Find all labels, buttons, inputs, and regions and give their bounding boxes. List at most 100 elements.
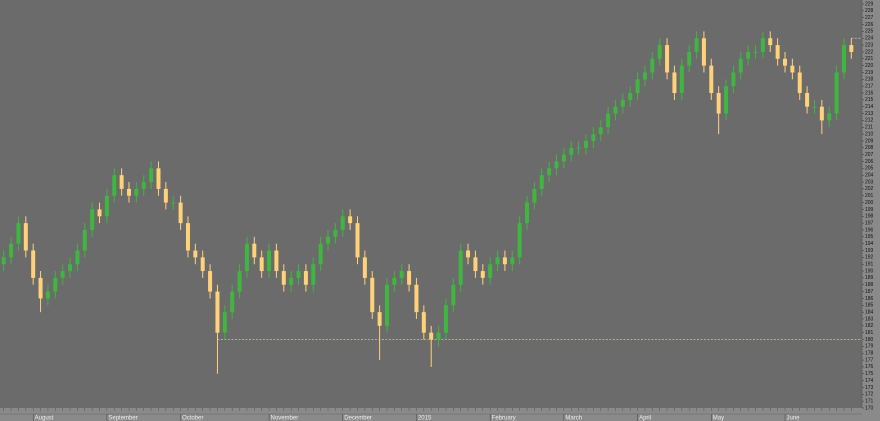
candle-body (119, 175, 124, 189)
y-tick-label: 202 (865, 186, 874, 192)
candle-body (340, 216, 345, 230)
candle-body (466, 250, 471, 258)
x-tick-label: February (492, 416, 516, 421)
x-axis-panel (0, 408, 880, 421)
candle-body (738, 58, 743, 73)
candle-body (68, 264, 73, 272)
y-tick-label: 222 (865, 49, 874, 55)
y-tick-label: 209 (865, 138, 874, 144)
candle-body (318, 243, 323, 265)
y-tick-label: 216 (865, 90, 874, 96)
candle-body (38, 277, 43, 299)
candle-body (812, 106, 817, 108)
candle-body (31, 250, 36, 278)
candle-body (650, 58, 655, 73)
y-tick-label: 186 (865, 296, 874, 302)
y-tick-label: 210 (865, 131, 874, 137)
candle-body (16, 223, 21, 244)
candle-body (222, 312, 227, 333)
candle-body (827, 113, 832, 121)
candle-body (576, 147, 581, 149)
candle-body (480, 271, 485, 278)
candle-body (561, 154, 566, 162)
y-tick-label: 226 (865, 22, 874, 28)
y-tick-label: 203 (865, 179, 874, 185)
candle-body (502, 257, 507, 265)
candle-body (185, 223, 190, 251)
y-tick-label: 192 (865, 255, 874, 261)
y-tick-label: 182 (865, 323, 874, 329)
y-tick-label: 184 (865, 309, 874, 315)
candle-body (768, 38, 773, 46)
candle-body (274, 250, 279, 272)
y-tick-label: 227 (865, 15, 874, 21)
candle-body (591, 134, 596, 141)
candle-body (97, 209, 102, 217)
y-tick-label: 221 (865, 56, 874, 62)
candle-body (598, 127, 603, 135)
y-tick-label: 187 (865, 289, 874, 295)
candle-body (149, 168, 154, 183)
y-tick-label: 197 (865, 220, 874, 226)
candle-body (259, 257, 264, 272)
y-tick-label: 193 (865, 248, 874, 254)
candle-body (782, 58, 787, 66)
y-tick-label: 173 (865, 385, 874, 391)
x-tick-label: December (344, 416, 372, 421)
candle-body (451, 284, 456, 306)
x-tick-label: June (786, 416, 800, 421)
candle-body (303, 271, 308, 285)
candle-body (163, 188, 168, 203)
candle-body (90, 209, 95, 230)
y-tick-label: 219 (865, 70, 874, 76)
candle-body (267, 250, 272, 272)
candle-body (797, 72, 802, 94)
candle-body (628, 93, 633, 100)
y-tick-label: 190 (865, 268, 874, 274)
x-tick-label: 2015 (418, 416, 432, 421)
candle-body (252, 243, 257, 258)
y-tick-label: 170 (865, 405, 874, 411)
y-tick-label: 224 (865, 36, 874, 42)
y-tick-label: 198 (865, 214, 874, 220)
candle-body (775, 45, 780, 59)
y-tick-label: 223 (865, 42, 874, 48)
candle-body (569, 147, 574, 155)
candle-body (333, 229, 338, 237)
y-axis-panel (862, 0, 880, 421)
y-tick-label: 211 (865, 125, 873, 131)
candle-body (746, 51, 751, 59)
candle-body (665, 45, 670, 73)
candle-body (348, 216, 353, 224)
candle-body (525, 202, 530, 224)
x-tick-label: April (639, 416, 651, 421)
y-tick-label: 176 (865, 364, 874, 370)
x-tick-label: September (108, 416, 137, 421)
y-tick-label: 194 (865, 241, 874, 247)
y-tick-label: 225 (865, 29, 874, 35)
candle-body (790, 65, 795, 73)
y-tick-label: 217 (865, 83, 874, 89)
candle-body (709, 65, 714, 94)
y-tick-label: 213 (865, 111, 874, 117)
candle-body (407, 271, 412, 285)
candle-body (200, 257, 205, 272)
candle-body (753, 51, 758, 53)
candle-body (841, 45, 846, 73)
candle-body (672, 72, 677, 94)
candle-body (60, 271, 65, 278)
candle-body (429, 332, 434, 340)
candle-body (370, 277, 375, 313)
x-tick-label: November (271, 416, 299, 421)
y-tick-label: 200 (865, 200, 874, 206)
candle-body (104, 195, 109, 217)
candle-body (134, 188, 139, 196)
candle-body (45, 291, 50, 299)
candle-body (532, 188, 537, 203)
candle-body (760, 38, 765, 52)
candle-body (244, 243, 249, 272)
y-tick-label: 183 (865, 316, 874, 322)
candle-body (156, 168, 161, 189)
candle-body (296, 271, 301, 278)
candle-body (171, 202, 176, 204)
